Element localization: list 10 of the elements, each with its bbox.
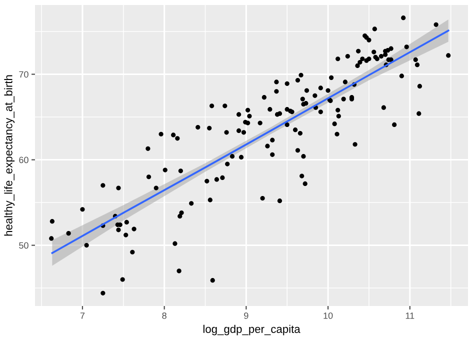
- y-tick-label: 60: [19, 156, 28, 164]
- x-axis-title: log_gdp_per_capita: [203, 324, 300, 336]
- y-tick-label: 50: [19, 242, 28, 249]
- y-tick-label: 70: [19, 71, 28, 78]
- x-tick-label: 11: [406, 312, 414, 319]
- y-axis-title: healthy_life_expectancy_at_birth: [4, 75, 15, 236]
- x-tick-label: 9: [244, 312, 248, 319]
- x-tick-label: 10: [324, 312, 333, 319]
- x-tick-label: 7: [80, 312, 85, 319]
- x-tick-label: 8: [162, 312, 166, 319]
